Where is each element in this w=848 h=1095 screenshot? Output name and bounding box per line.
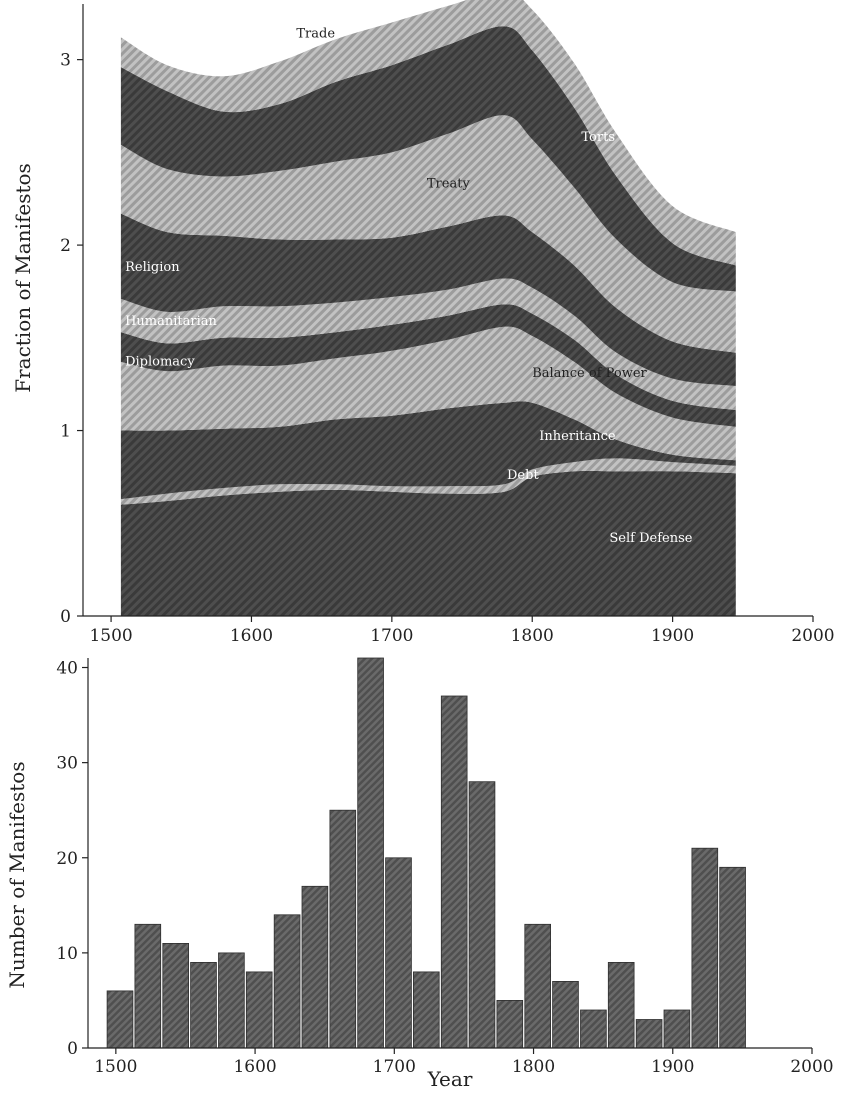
area-inheritance (120, 401, 736, 500)
bar-1943 (719, 866, 746, 1049)
bar-1663 (329, 809, 357, 1049)
area-diplomacy (120, 304, 736, 427)
x-axis-ticks: 1500 1600 1700 1800 1900 2000 (94, 1048, 834, 1077)
bar-1883 (635, 1019, 663, 1049)
label-treaty: Treaty (427, 177, 471, 192)
y-tick-label: 20 (56, 849, 78, 869)
bar-1783 (496, 1000, 524, 1049)
bar-1543 (162, 943, 190, 1049)
bar-1523 (134, 923, 162, 1049)
label-torts: Torts (581, 130, 615, 145)
y-axis-title: Number of Manifestos (5, 761, 29, 988)
x-tick-label: 2000 (791, 626, 834, 646)
bar-1903 (663, 1009, 691, 1049)
x-tick-label: 1700 (370, 626, 413, 646)
y-tick-label: 3 (60, 51, 71, 71)
y-axis-ticks: 0 10 20 30 40 (56, 659, 88, 1059)
bar-1643 (301, 885, 329, 1049)
y-tick-label: 30 (56, 754, 78, 774)
bar-1823 (552, 981, 579, 1049)
layer-labels: Self Defense Debt Inheritance Balance of Po… (125, 26, 693, 545)
x-tick-label: 1600 (230, 626, 273, 646)
label-self-defense: Self Defense (609, 531, 692, 546)
label-balance-of-power: Balance of Power (532, 366, 647, 381)
bar-1803 (524, 923, 551, 1049)
y-axis-ticks: 0 1 2 3 (60, 51, 83, 627)
x-axis-title: Year (427, 1067, 473, 1091)
bar-1583 (218, 952, 245, 1049)
x-tick-label: 1900 (651, 1057, 694, 1077)
y-tick-label: 1 (60, 422, 71, 442)
bar-1743 (440, 695, 468, 1049)
y-tick-label: 2 (60, 236, 71, 256)
bar-chart: 1500 1600 1700 1800 1900 2000 0 10 20 30 40 Numbe… (5, 657, 834, 1091)
bar-1683 (357, 657, 384, 1049)
y-tick-label: 10 (56, 944, 78, 964)
x-tick-label: 1600 (233, 1057, 276, 1077)
bar-1723 (412, 971, 440, 1049)
x-tick-label: 1500 (89, 626, 132, 646)
bar-1563 (190, 962, 217, 1049)
area-debt (120, 458, 736, 505)
x-axis-ticks: 1500 1600 1700 1800 1900 2000 (89, 616, 835, 646)
area-torts (120, 26, 736, 292)
x-tick-label: 2000 (790, 1057, 833, 1077)
y-tick-label: 0 (67, 1039, 78, 1059)
bar-1763 (468, 781, 496, 1049)
bar-1503 (106, 990, 134, 1049)
bar-1703 (385, 857, 412, 1049)
label-debt: Debt (507, 468, 539, 483)
area-religion (120, 213, 736, 386)
area-trade (120, 0, 736, 266)
stacked-area-chart: Self Defense Debt Inheritance Balance of Po… (11, 0, 835, 646)
y-tick-label: 0 (60, 607, 71, 627)
area-treaty (120, 115, 736, 353)
label-religion: Religion (125, 260, 180, 275)
label-trade: Trade (296, 26, 335, 41)
area-layers (120, 0, 736, 616)
bar-1923 (691, 847, 719, 1049)
label-inheritance: Inheritance (539, 429, 616, 444)
y-axis-title: Fraction of Manifestos (11, 163, 35, 393)
x-tick-label: 1800 (512, 1057, 555, 1077)
bar-1843 (580, 1009, 607, 1049)
label-diplomacy: Diplomacy (125, 355, 195, 370)
x-tick-label: 1900 (651, 626, 694, 646)
bar-1863 (607, 962, 635, 1049)
bar-1623 (273, 914, 301, 1049)
bar-1603 (245, 971, 273, 1049)
y-tick-label: 40 (56, 659, 78, 679)
bars (106, 657, 746, 1049)
label-humanitarian: Humanitarian (125, 314, 217, 329)
area-self-defense (120, 470, 736, 616)
x-tick-label: 1500 (94, 1057, 137, 1077)
x-tick-label: 1700 (373, 1057, 416, 1077)
area-humanitarian (120, 278, 736, 411)
area-balance-of-power (120, 326, 736, 461)
x-tick-label: 1800 (511, 626, 554, 646)
